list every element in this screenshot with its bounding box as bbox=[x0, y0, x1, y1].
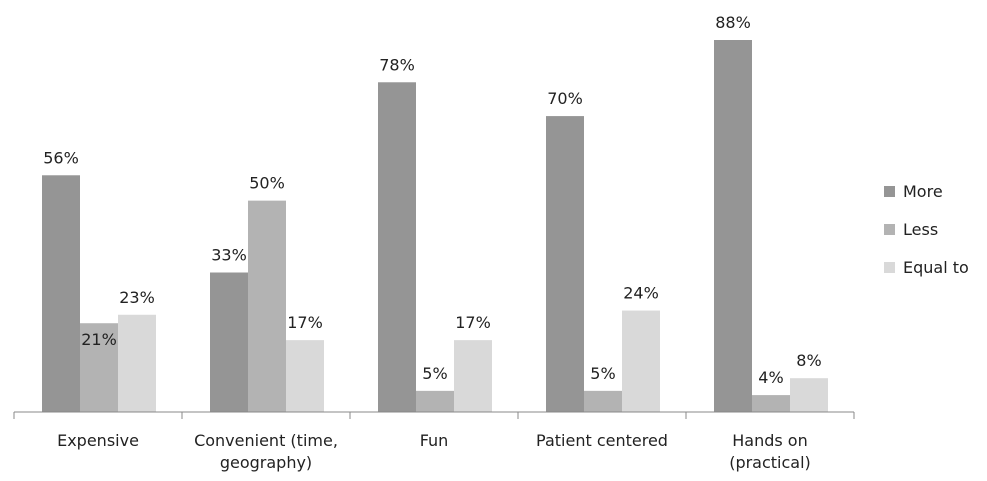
data-label: 56% bbox=[43, 148, 79, 167]
legend-item: Less bbox=[884, 220, 938, 239]
bar-more bbox=[546, 116, 584, 412]
data-label: 5% bbox=[590, 364, 615, 383]
legend-label: Less bbox=[903, 220, 938, 239]
legend-swatch bbox=[884, 186, 895, 197]
legend-swatch bbox=[884, 262, 895, 273]
x-axis-ticks bbox=[13, 412, 855, 419]
data-label: 78% bbox=[379, 55, 415, 74]
legend-swatch bbox=[884, 224, 895, 235]
category-label: Hands on (practical) bbox=[729, 431, 811, 472]
data-label: 21% bbox=[81, 330, 117, 349]
category-label: Patient centered bbox=[536, 431, 668, 450]
bar-more bbox=[210, 272, 248, 412]
data-label: 24% bbox=[623, 284, 659, 303]
bar-more bbox=[42, 175, 80, 412]
legend-item: Equal to bbox=[884, 258, 969, 277]
data-label: 8% bbox=[796, 351, 821, 370]
data-label: 17% bbox=[455, 313, 491, 332]
data-label: 23% bbox=[119, 288, 155, 307]
data-label: 17% bbox=[287, 313, 323, 332]
value-labels-group: 56% 21% 23% 33% 50% 17% 78% 5% 17% 70% 5% 24% 88% 4% 8… bbox=[43, 13, 821, 387]
legend-item: More bbox=[884, 182, 943, 201]
bar-less bbox=[752, 395, 790, 412]
bar-less bbox=[416, 390, 454, 412]
bar-equal-to bbox=[454, 340, 492, 412]
category-label: Expensive bbox=[57, 431, 139, 450]
bar-equal-to bbox=[622, 310, 660, 412]
data-label: 50% bbox=[249, 174, 285, 193]
bar-equal-to bbox=[790, 378, 828, 412]
legend: More Less Equal to bbox=[884, 182, 969, 277]
data-label: 4% bbox=[758, 368, 783, 387]
category-label: Fun bbox=[420, 431, 449, 450]
legend-label: Equal to bbox=[903, 258, 969, 277]
data-label: 88% bbox=[715, 13, 751, 32]
bar-equal-to bbox=[286, 340, 324, 412]
bar-less bbox=[248, 200, 286, 412]
bar-less bbox=[80, 323, 118, 412]
data-label: 33% bbox=[211, 246, 247, 265]
bar-less bbox=[584, 390, 622, 412]
bar-more bbox=[378, 82, 416, 412]
category-label: Convenient (time, geography) bbox=[194, 431, 338, 472]
bars-group bbox=[42, 40, 828, 412]
data-label: 70% bbox=[547, 89, 583, 108]
data-label: 5% bbox=[422, 364, 447, 383]
legend-label: More bbox=[903, 182, 943, 201]
bar-more bbox=[714, 40, 752, 412]
category-labels-group: Expensive Convenient (time, geography) Fun P… bbox=[57, 431, 811, 472]
bar-equal-to bbox=[118, 314, 156, 412]
